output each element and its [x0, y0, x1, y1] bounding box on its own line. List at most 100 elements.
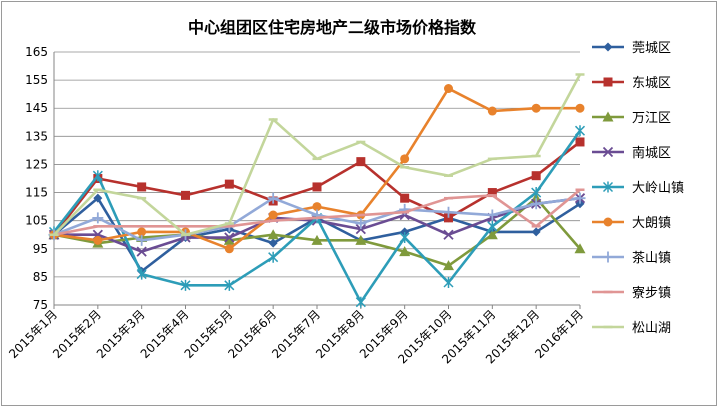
data-point: [311, 234, 323, 245]
data-point: [530, 198, 542, 210]
data-point: [355, 296, 366, 308]
legend-item: 大朗镇: [592, 216, 671, 231]
data-point: [267, 192, 279, 204]
data-point: [92, 212, 104, 224]
data-point: [400, 193, 410, 203]
data-point: [355, 223, 366, 235]
legend-item: 万江区: [592, 111, 671, 126]
data-point: [268, 238, 278, 248]
data-point: [531, 187, 542, 199]
data-point: [443, 277, 454, 289]
legend-label: 莞城区: [632, 41, 671, 56]
data-point: [443, 206, 454, 218]
y-tick-label: 105: [25, 214, 48, 228]
series-8: [49, 188, 585, 236]
data-point: [136, 246, 147, 257]
legend-label: 松山湖: [632, 321, 671, 336]
data-point: [574, 243, 586, 254]
series-6: [49, 84, 585, 254]
y-tick-label: 125: [25, 157, 48, 171]
series-line: [53, 87, 580, 251]
y-tick-label: 95: [33, 242, 48, 256]
y-tick-label: 115: [25, 186, 48, 200]
legend-label: 茶山镇: [632, 250, 671, 266]
data-point: [180, 279, 191, 291]
data-point: [603, 77, 613, 87]
y-tick-label: 135: [25, 129, 48, 143]
y-tick-label: 165: [25, 45, 48, 59]
chart-title: 中心组团区住宅房地产二级市场价格指数: [188, 18, 477, 37]
data-point: [602, 111, 614, 122]
data-point: [487, 106, 497, 116]
data-point: [92, 170, 103, 182]
data-point: [223, 234, 235, 245]
data-point: [603, 42, 613, 52]
data-point: [355, 234, 367, 245]
legend-item: 寮步镇: [592, 285, 671, 301]
data-point: [136, 234, 148, 246]
legend-item: 东城区: [592, 76, 671, 91]
data-point: [267, 229, 279, 240]
data-point: [575, 103, 585, 113]
data-point: [137, 227, 147, 237]
legend-item: 茶山镇: [592, 250, 671, 266]
legend-item: 南城区: [592, 145, 671, 161]
data-point: [399, 246, 411, 257]
gridlines: [54, 51, 580, 306]
data-point: [224, 279, 235, 291]
data-point: [443, 260, 454, 271]
legend-item: 大岭山镇: [592, 181, 684, 196]
axes: [53, 52, 581, 309]
y-tick-labels: 75 85 95 105 115 125 135 145 155 165: [25, 45, 48, 312]
data-point: [93, 193, 103, 203]
data-point: [268, 210, 278, 220]
data-point: [444, 213, 453, 223]
series-group: [48, 73, 586, 308]
data-point: [574, 125, 586, 137]
data-point: [574, 192, 586, 204]
data-point: [137, 182, 147, 192]
data-point: [487, 188, 497, 198]
y-tick-label: 85: [33, 270, 48, 284]
legend-label: 南城区: [632, 145, 671, 161]
data-point: [224, 232, 235, 243]
legend-label: 大岭山镇: [632, 181, 684, 196]
data-point: [399, 232, 410, 244]
data-point: [531, 171, 541, 181]
data-point: [224, 244, 234, 254]
data-point: [355, 217, 367, 229]
data-point: [575, 137, 585, 147]
legend-item: 松山湖: [592, 321, 671, 336]
data-point: [531, 227, 541, 237]
data-point: [603, 217, 613, 227]
data-point: [602, 146, 614, 158]
data-point: [486, 229, 498, 240]
legend-label: 大朗镇: [632, 216, 671, 231]
data-point: [602, 251, 614, 263]
data-point: [487, 220, 498, 232]
legend-label: 万江区: [632, 111, 671, 126]
y-tick-label: 155: [25, 73, 48, 87]
data-point: [312, 182, 322, 192]
data-point: [312, 202, 322, 212]
data-point: [602, 181, 614, 193]
data-point: [400, 154, 410, 164]
data-point: [486, 209, 498, 221]
data-point: [444, 84, 453, 94]
series-9: [49, 73, 585, 237]
legend-item: 莞城区: [592, 41, 671, 56]
x-tick-labels: 2015年1月2015年2月2015年3月2015年4月2015年5月2015年…: [6, 307, 586, 366]
data-point: [400, 227, 410, 237]
data-point: [356, 157, 366, 167]
data-point: [443, 229, 454, 240]
y-tick-label: 75: [33, 298, 48, 312]
data-point: [224, 179, 234, 189]
y-tick-label: 145: [25, 101, 48, 115]
legend-label: 东城区: [632, 76, 671, 91]
data-point: [181, 190, 190, 200]
data-point: [93, 235, 103, 245]
data-point: [531, 103, 541, 113]
